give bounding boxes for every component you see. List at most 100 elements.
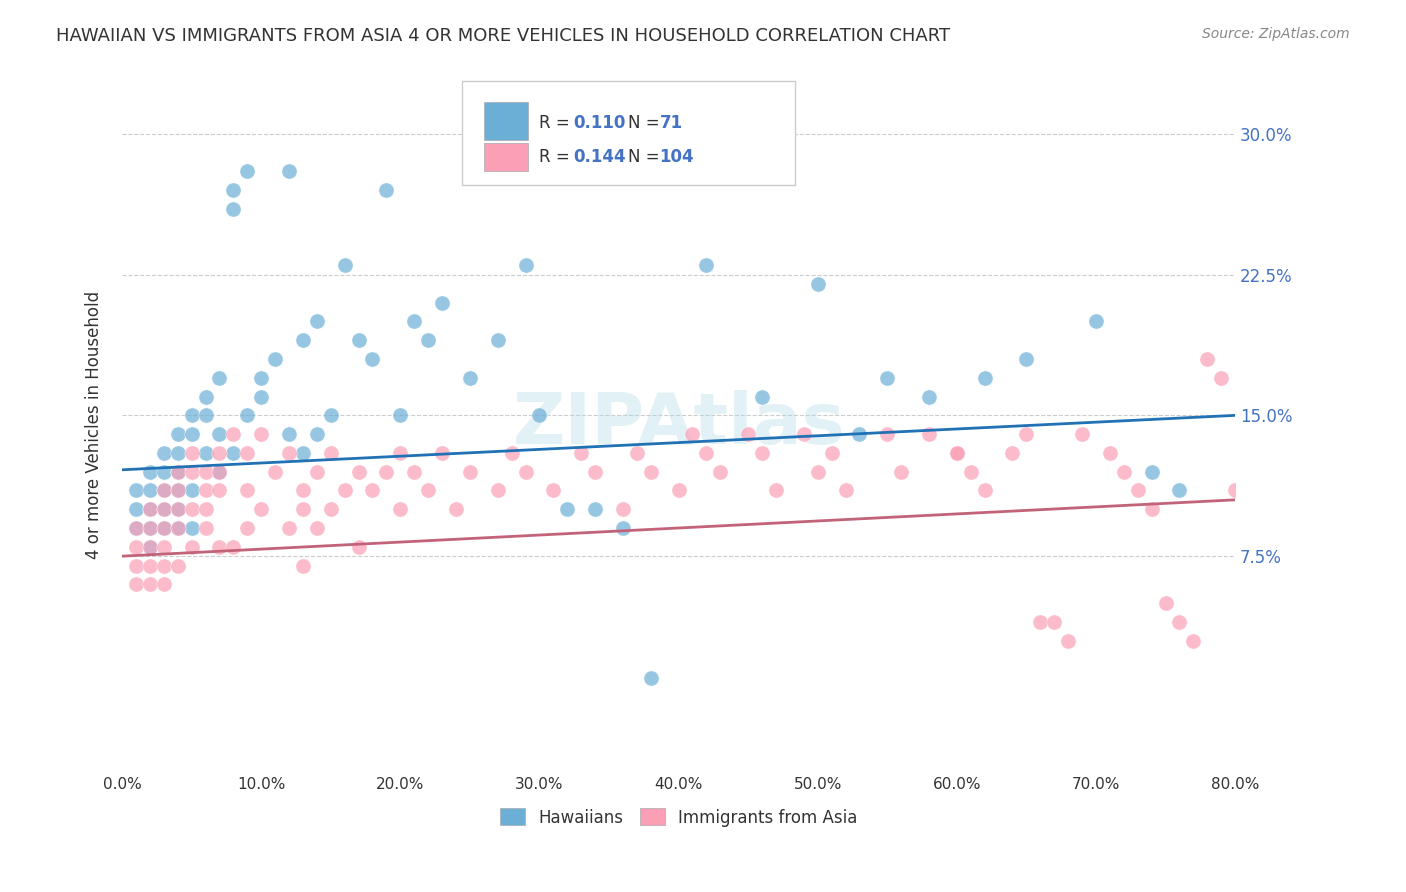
Point (1211, 371, 1233, 385)
Point (208, 427, 231, 442)
Legend: Hawaiians, Immigrants from Asia: Hawaiians, Immigrants from Asia (494, 802, 865, 833)
Point (1223, 483, 1246, 498)
Point (125, 502, 148, 516)
Point (125, 540, 148, 554)
Point (1071, 427, 1094, 442)
Point (291, 502, 314, 516)
FancyBboxPatch shape (484, 102, 529, 140)
Point (222, 540, 245, 554)
Point (139, 577, 162, 591)
Point (222, 427, 245, 442)
Point (1015, 427, 1038, 442)
Point (264, 465, 287, 479)
Point (139, 483, 162, 498)
Point (166, 446, 188, 460)
Point (876, 371, 898, 385)
Point (820, 446, 842, 460)
Point (278, 164, 301, 178)
Point (612, 521, 634, 535)
Text: 0.144: 0.144 (572, 148, 626, 166)
FancyBboxPatch shape (461, 81, 796, 186)
Point (278, 446, 301, 460)
Point (1029, 615, 1052, 629)
Point (166, 521, 188, 535)
Point (194, 502, 217, 516)
Point (347, 333, 370, 347)
Point (194, 521, 217, 535)
Point (973, 483, 995, 498)
Point (180, 465, 202, 479)
Point (250, 390, 273, 404)
Point (180, 446, 202, 460)
Point (946, 446, 969, 460)
Point (626, 446, 648, 460)
Point (404, 314, 426, 328)
Point (751, 446, 773, 460)
Point (222, 446, 245, 460)
Point (305, 314, 328, 328)
Point (166, 483, 188, 498)
Point (1015, 352, 1038, 367)
Point (180, 483, 202, 498)
Point (807, 277, 830, 291)
Point (1126, 483, 1149, 498)
Point (236, 446, 259, 460)
Point (180, 409, 202, 423)
Point (166, 502, 188, 516)
Point (152, 558, 174, 573)
Point (319, 409, 342, 423)
Text: Source: ZipAtlas.com: Source: ZipAtlas.com (1202, 27, 1350, 41)
Point (640, 465, 662, 479)
Point (291, 483, 314, 498)
Point (709, 465, 731, 479)
Point (1168, 615, 1191, 629)
Point (959, 465, 981, 479)
Point (278, 521, 301, 535)
Point (569, 446, 592, 460)
Point (918, 390, 941, 404)
Point (695, 258, 717, 272)
Point (305, 465, 328, 479)
Point (501, 446, 523, 460)
Point (125, 558, 148, 573)
Point (640, 671, 662, 685)
Text: 71: 71 (659, 113, 683, 132)
Point (166, 502, 188, 516)
Point (793, 427, 815, 442)
Point (1001, 446, 1024, 460)
Point (125, 483, 148, 498)
Point (737, 427, 759, 442)
Point (152, 483, 174, 498)
Point (555, 502, 578, 516)
Point (152, 502, 174, 516)
Point (404, 465, 426, 479)
Point (583, 502, 606, 516)
Point (208, 465, 231, 479)
Point (305, 521, 328, 535)
Point (194, 446, 217, 460)
Point (430, 446, 453, 460)
Point (1140, 502, 1163, 516)
Point (319, 446, 342, 460)
Point (166, 465, 188, 479)
Text: ZIPAtlas: ZIPAtlas (512, 390, 845, 459)
Point (529, 409, 551, 423)
Point (347, 540, 370, 554)
Point (166, 521, 188, 535)
Point (139, 540, 162, 554)
Point (180, 521, 202, 535)
Point (333, 258, 356, 272)
Point (236, 521, 259, 535)
Point (139, 521, 162, 535)
Point (194, 409, 217, 423)
Point (125, 521, 148, 535)
Point (250, 502, 273, 516)
Point (152, 465, 174, 479)
Point (486, 483, 509, 498)
Point (1043, 615, 1066, 629)
Point (876, 427, 898, 442)
Point (375, 183, 398, 197)
Point (389, 502, 412, 516)
Point (152, 446, 174, 460)
Point (612, 502, 634, 516)
